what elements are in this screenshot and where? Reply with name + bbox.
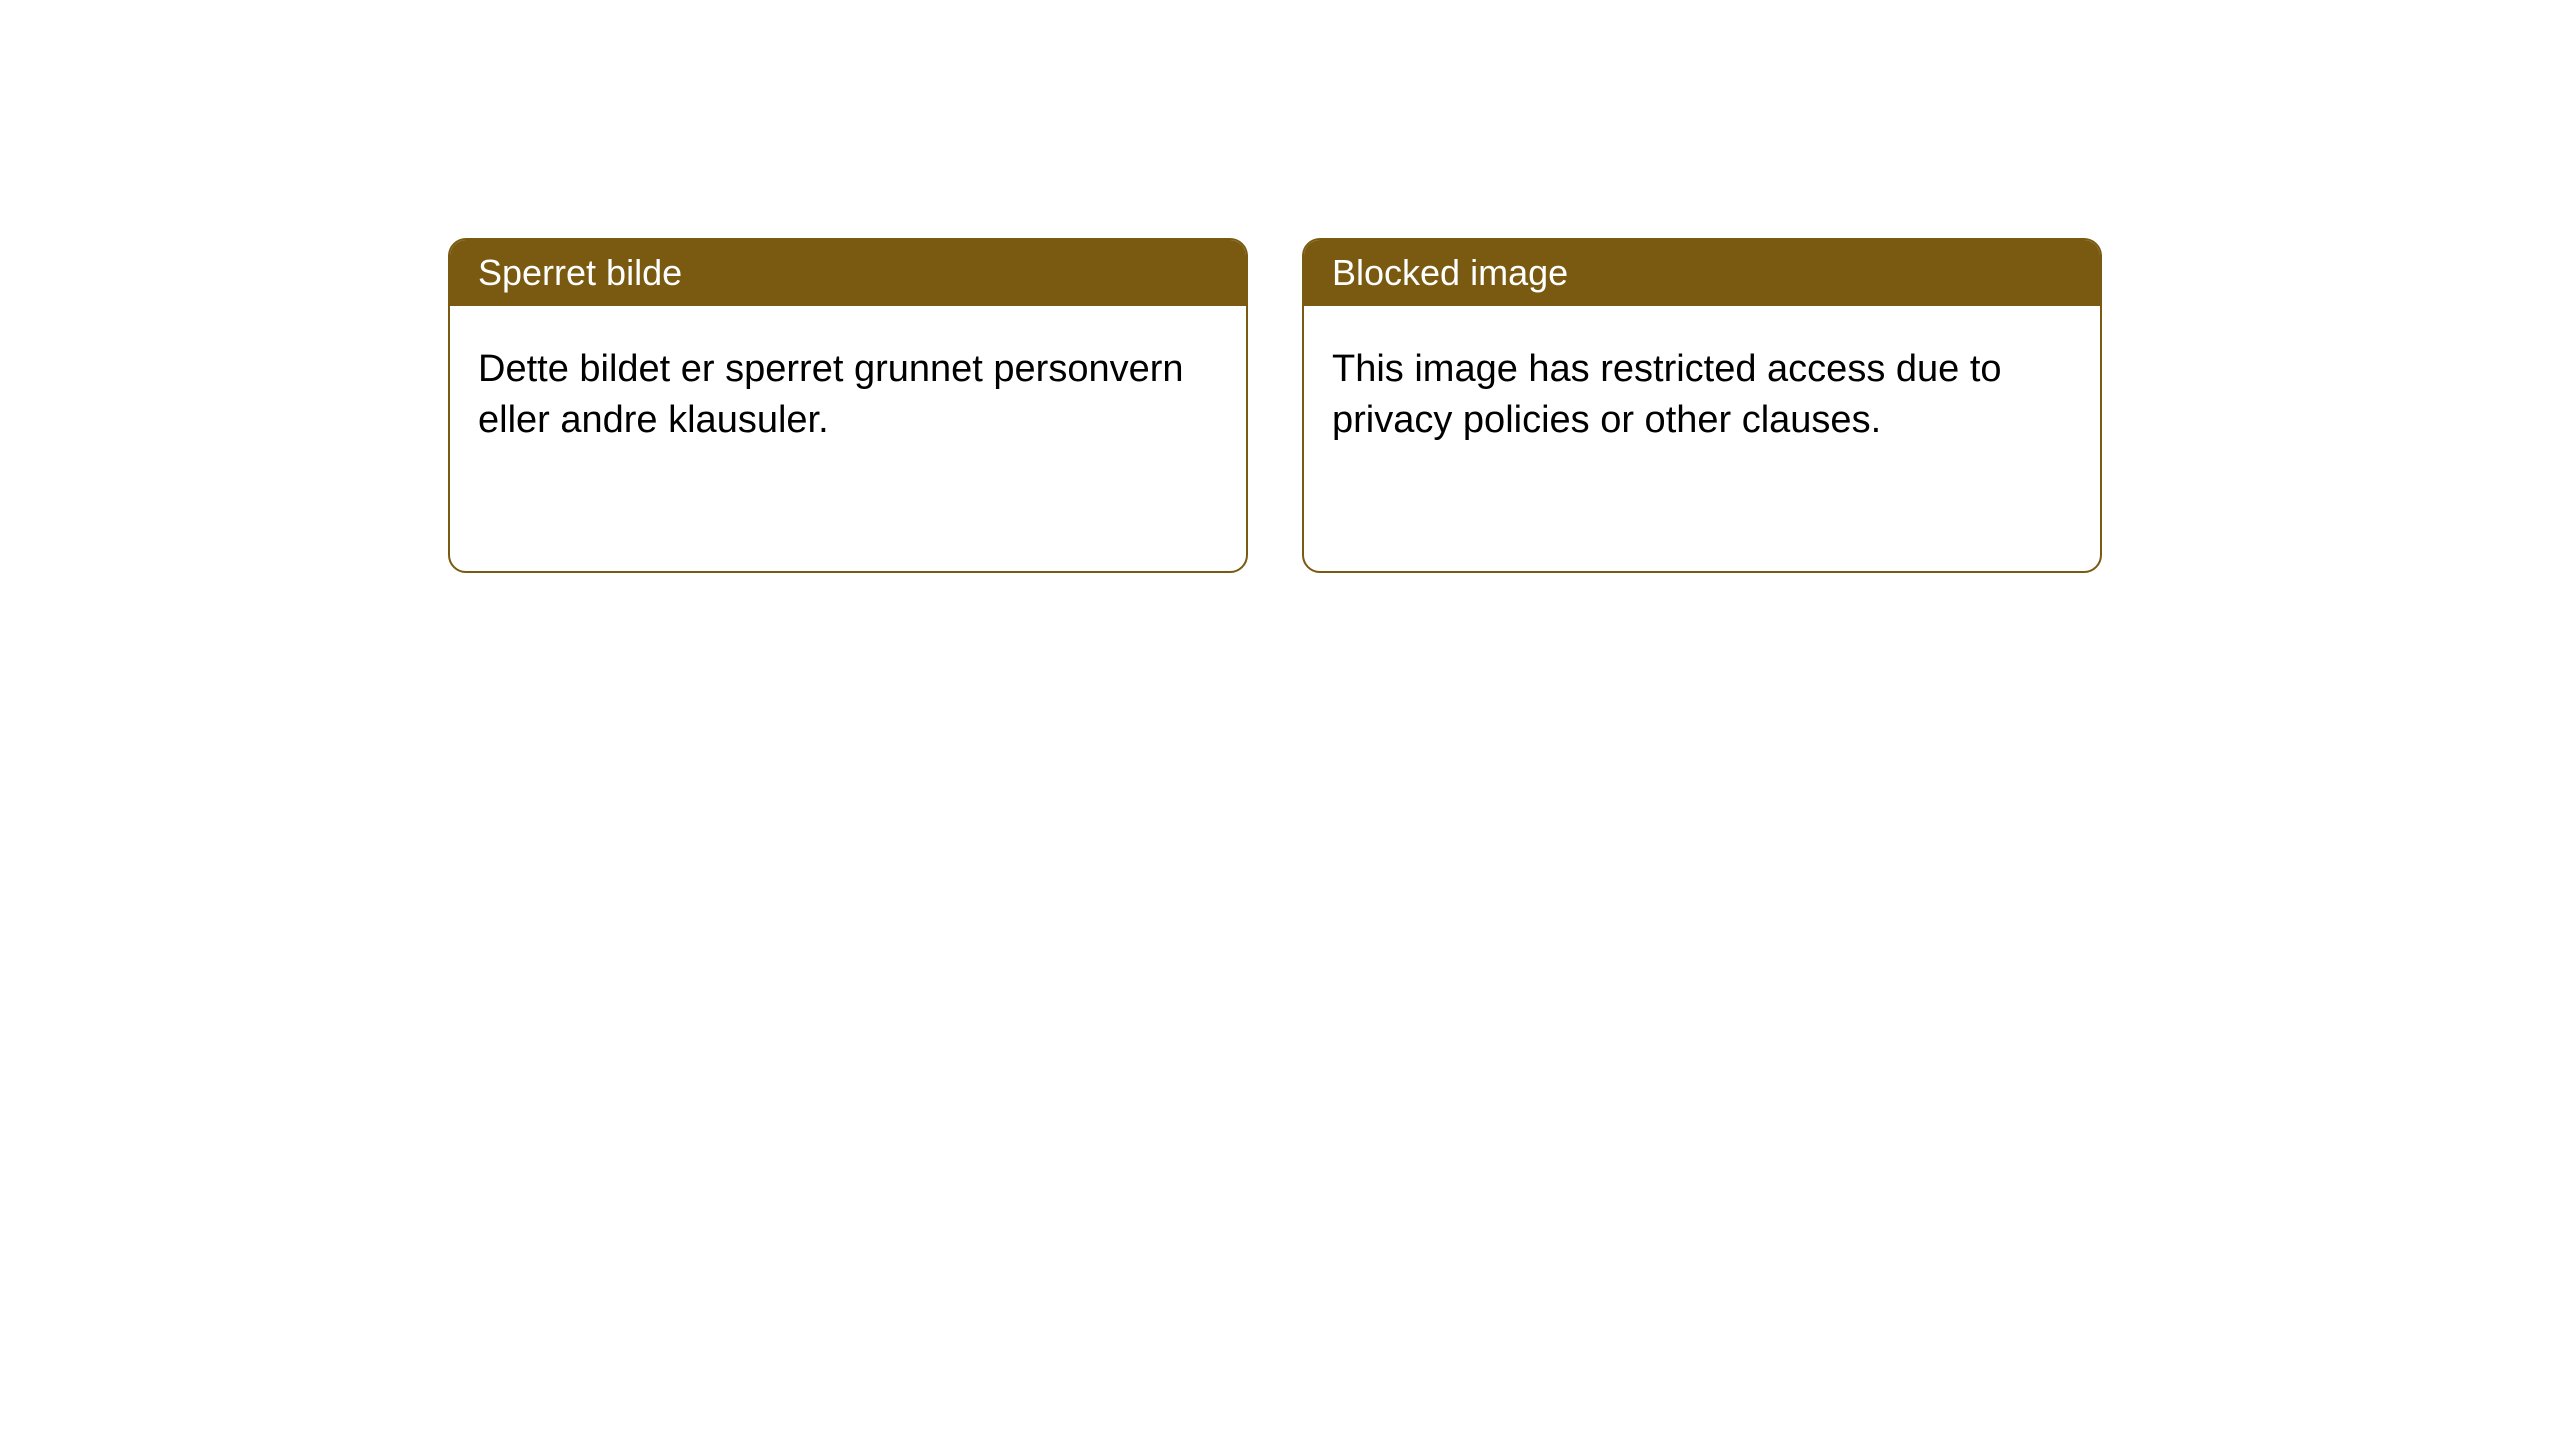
panel-title: Blocked image — [1304, 240, 2100, 306]
panel-body-text: Dette bildet er sperret grunnet personve… — [450, 306, 1246, 485]
notice-container: Sperret bilde Dette bildet er sperret gr… — [448, 238, 2102, 573]
panel-title: Sperret bilde — [450, 240, 1246, 306]
blocked-image-panel-no: Sperret bilde Dette bildet er sperret gr… — [448, 238, 1248, 573]
panel-body-text: This image has restricted access due to … — [1304, 306, 2100, 485]
blocked-image-panel-en: Blocked image This image has restricted … — [1302, 238, 2102, 573]
